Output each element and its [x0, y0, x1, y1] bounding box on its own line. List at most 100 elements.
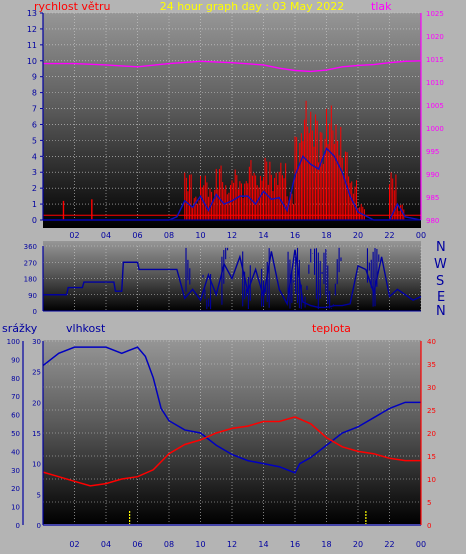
grid-lines: [43, 12, 422, 526]
wind-speed-tick-label: 13: [27, 9, 37, 18]
humidity-tick-label: 20: [32, 399, 41, 407]
panel3-x-tick-label: 20: [353, 540, 363, 549]
panel1-x-tick-label: 02: [69, 231, 79, 240]
pressure-tick-label: 990: [426, 171, 439, 179]
pressure-line: [43, 60, 422, 73]
wind-direction-line: [43, 249, 422, 309]
rain-tick-label: 100: [7, 338, 20, 346]
panel3-x-tick-label: 16: [290, 540, 300, 549]
pressure-axis-label: tlak: [371, 0, 392, 13]
direction-tick-label: 90: [28, 292, 37, 300]
pressure-tick-label: 1010: [426, 79, 444, 87]
rain-tick-label: 90: [11, 356, 20, 364]
panel1-x-tick-label: 22: [384, 231, 394, 240]
humidity-tick-label: 15: [32, 430, 41, 438]
direction-tick-label: 360: [24, 243, 37, 251]
wind-speed-axis-label: rychlost větru: [34, 0, 110, 13]
rain-tick-label: 30: [11, 467, 20, 475]
compass-south: S: [436, 274, 444, 289]
wind-speed-tick-label: 9: [32, 73, 37, 82]
pressure-tick-label: 1020: [426, 33, 444, 41]
humidity-line: [42, 346, 421, 474]
rain-tick-label: 40: [11, 448, 20, 456]
panel1-x-tick-label: 12: [227, 231, 237, 240]
panel3-x-tick-label: 12: [227, 540, 237, 549]
rain-tick-label: 0: [16, 522, 20, 530]
rain-tick-label: 70: [11, 393, 20, 401]
humidity-tick-label: 5: [37, 491, 41, 499]
humidity-tick-label: 30: [32, 338, 41, 346]
wind-speed-tick-label: 4: [32, 152, 37, 161]
pressure-tick-label: 1025: [426, 10, 444, 18]
tick-labels: 0123456789101112139809859909951000100510…: [7, 9, 444, 549]
temperature-tick-label: 15: [427, 453, 436, 461]
temperature-tick-label: 5: [427, 499, 431, 507]
direction-tick-label: 0: [33, 308, 37, 316]
wind-speed-tick-label: 0: [32, 216, 37, 225]
temperature-tick-label: 40: [427, 338, 436, 346]
humidity-tick-label: 25: [32, 369, 41, 377]
panel3-x-tick-label: 14: [258, 540, 268, 549]
compass-north-top: N: [436, 240, 446, 255]
panel1-x-tick-label: 10: [195, 231, 205, 240]
temperature-tick-label: 30: [427, 384, 436, 392]
panel1-x-tick-label: 20: [353, 231, 363, 240]
temperature-line: [42, 416, 421, 487]
direction-tick-label: 180: [24, 276, 37, 284]
rain-axis-label: srážky: [2, 322, 38, 335]
chart-title: 24 hour graph day : 03 May 2022: [160, 0, 345, 13]
wind-speed-tick-label: 7: [32, 105, 37, 114]
panel1-x-tick-label: 08: [164, 231, 174, 240]
temperature-tick-label: 35: [427, 361, 436, 369]
pressure-tick-label: 1005: [426, 102, 444, 110]
temperature-tick-label: 20: [427, 430, 436, 438]
humidity-tick-label: 0: [37, 522, 41, 530]
compass-east: E: [437, 290, 445, 305]
panel3-x-tick-label: 00: [416, 540, 426, 549]
pressure-tick-label: 1015: [426, 56, 444, 64]
temperature-axis-label: teplota: [312, 322, 351, 335]
rain-tick-label: 10: [11, 504, 20, 512]
rain-tick-label: 80: [11, 375, 20, 383]
panel1-x-tick-label: 00: [416, 231, 426, 240]
rain-tick-label: 60: [11, 412, 20, 420]
panel1-x-tick-label: 16: [290, 231, 300, 240]
temperature-tick-label: 25: [427, 407, 436, 415]
panel3-x-tick-label: 10: [195, 540, 205, 549]
pressure-tick-label: 1000: [426, 125, 444, 133]
panel1-x-tick-label: 04: [101, 231, 111, 240]
panel3-x-tick-label: 04: [101, 540, 111, 549]
wind-speed-tick-label: 1: [32, 200, 37, 209]
humidity-axis-label: vlhkost: [66, 322, 106, 335]
panel3-x-tick-label: 02: [69, 540, 79, 549]
panel3-x-tick-label: 06: [132, 540, 142, 549]
wind-speed-tick-label: 8: [32, 89, 37, 98]
panel1-x-tick-label: 18: [321, 231, 331, 240]
panel1-x-tick-label: 06: [132, 231, 142, 240]
panel3-x-tick-label: 18: [321, 540, 331, 549]
compass-west: W: [434, 257, 447, 272]
panel3-x-tick-label: 08: [164, 540, 174, 549]
compass-north-bottom: N: [436, 304, 446, 319]
data-marks: [42, 60, 422, 525]
direction-tick-label: 270: [24, 259, 37, 267]
rain-tick-label: 20: [11, 485, 20, 493]
wind-speed-tick-label: 10: [27, 57, 37, 66]
temperature-tick-label: 0: [427, 522, 431, 530]
pressure-tick-label: 980: [426, 217, 439, 225]
rain-tick-label: 50: [11, 430, 20, 438]
wind-speed-tick-label: 12: [27, 25, 37, 34]
wind-speed-tick-label: 5: [32, 136, 37, 145]
humidity-tick-label: 10: [32, 461, 41, 469]
panel3-x-tick-label: 22: [384, 540, 394, 549]
temperature-tick-label: 10: [427, 476, 436, 484]
pressure-tick-label: 985: [426, 194, 439, 202]
wind-speed-tick-label: 11: [27, 41, 37, 50]
wind-speed-tick-label: 3: [32, 168, 37, 177]
pressure-tick-label: 995: [426, 148, 439, 156]
wind-speed-tick-label: 2: [32, 184, 37, 193]
wind-speed-tick-label: 6: [32, 120, 37, 129]
panel1-x-tick-label: 14: [258, 231, 268, 240]
